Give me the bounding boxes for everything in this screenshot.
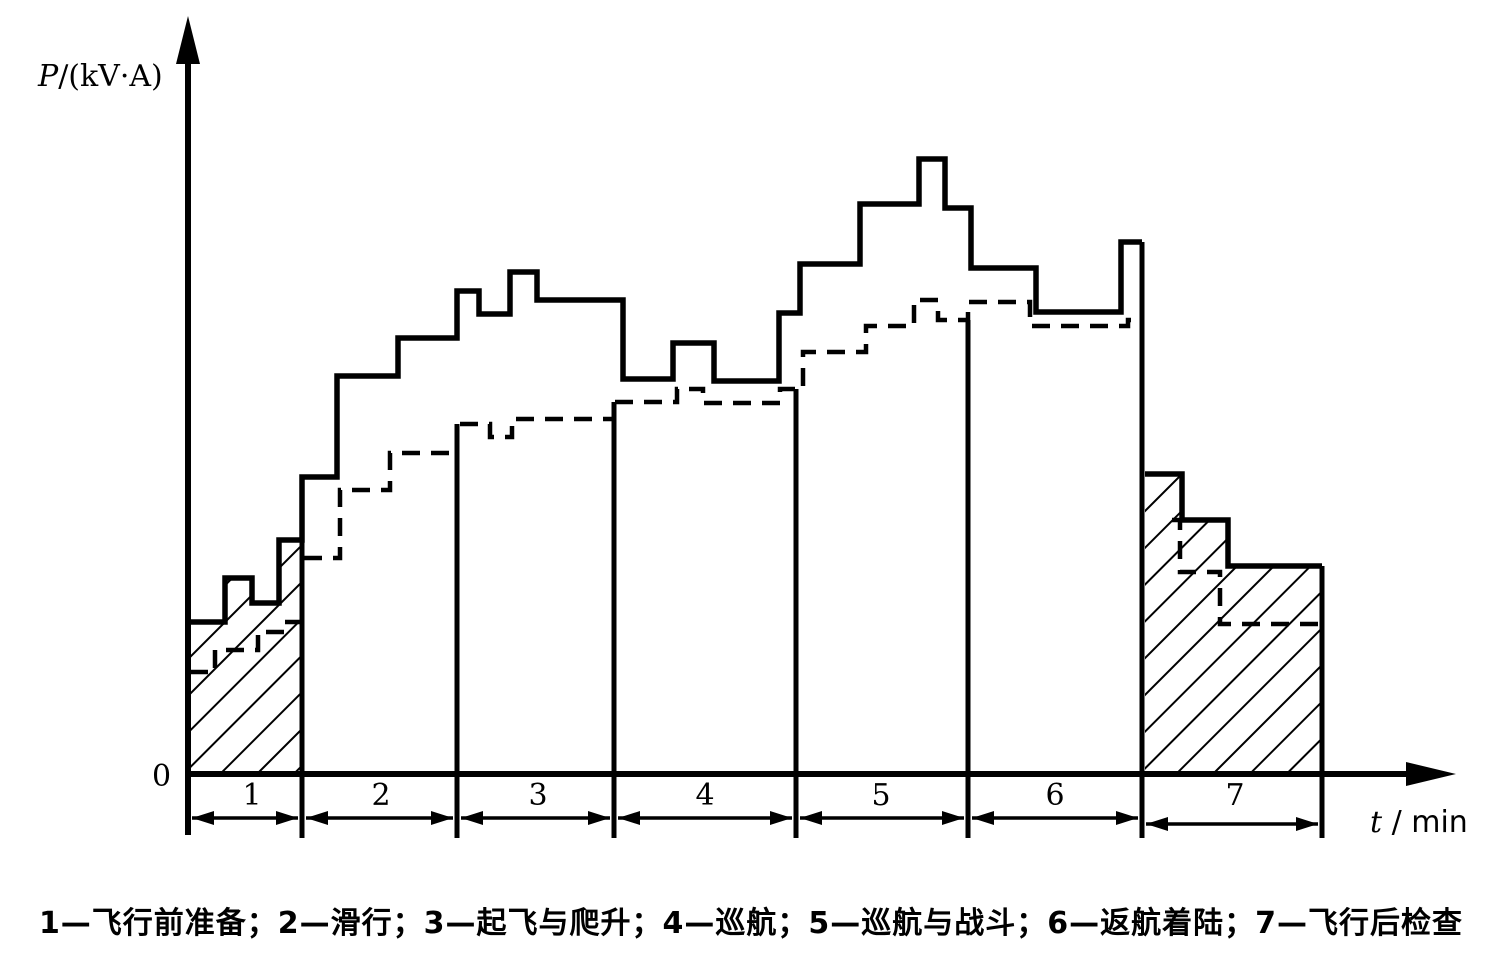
origin-label: 0 xyxy=(152,759,171,794)
phase-duration-arrows xyxy=(192,811,1318,831)
phase-7-average-curve xyxy=(1172,517,1320,627)
y-axis-arrow xyxy=(176,16,200,64)
phase-label: 3 xyxy=(528,778,547,813)
phase-label: 1 xyxy=(242,778,261,813)
phase-7-hatch xyxy=(1145,474,1322,772)
phase-label: 4 xyxy=(695,778,714,813)
y-axis-unit: /(kV·A) xyxy=(58,59,163,94)
x-axis-symbol: t xyxy=(1370,805,1383,840)
y-axis-symbol: P xyxy=(37,59,59,94)
x-axis-arrow xyxy=(1406,762,1456,786)
x-axis-label: t / min xyxy=(1370,805,1468,840)
average-power-curve xyxy=(190,297,1140,675)
phase-label: 7 xyxy=(1225,778,1244,813)
phase-label: 6 xyxy=(1045,778,1064,813)
phase-label: 5 xyxy=(871,778,890,813)
figure-caption: 1—飞行前准备；2—滑行；3—起飞与爬升；4—巡航；5—巡航与战斗；6—返航着陆… xyxy=(38,906,1464,941)
y-axis-label: P/(kV·A) xyxy=(37,59,163,94)
phase-label: 2 xyxy=(371,778,390,813)
x-axis-unit: / min xyxy=(1382,805,1468,840)
phase-1-hatch xyxy=(190,540,302,772)
peak-power-curve xyxy=(190,156,1142,625)
phase-7-peak-curve xyxy=(1145,471,1322,569)
